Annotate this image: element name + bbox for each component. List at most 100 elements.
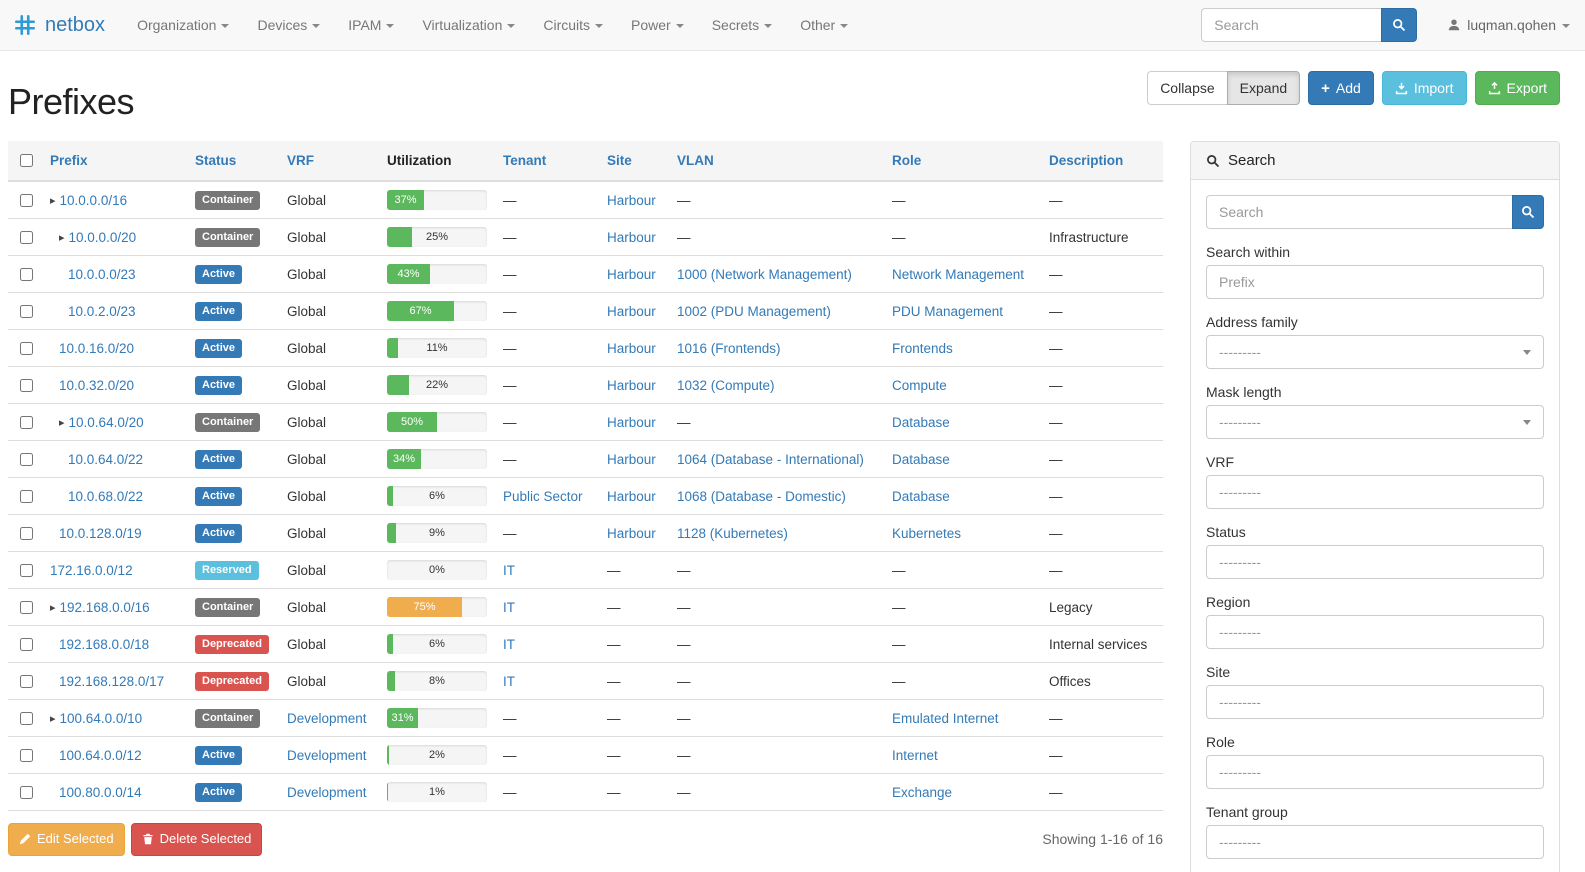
site-link[interactable]: Harbour <box>607 525 656 541</box>
column-header-prefix[interactable]: Prefix <box>42 141 187 182</box>
row-select-checkbox[interactable] <box>20 267 33 281</box>
column-header-description[interactable]: Description <box>1041 141 1163 182</box>
nav-menu-organization[interactable]: Organization <box>123 2 243 48</box>
address-family-select[interactable]: --------- <box>1206 335 1544 369</box>
row-select-checkbox[interactable] <box>20 600 33 614</box>
global-search-input[interactable] <box>1201 8 1382 42</box>
user-menu[interactable]: luqman.qohen <box>1447 17 1570 33</box>
vlan-link[interactable]: 1016 (Frontends) <box>677 340 781 356</box>
role-link[interactable]: Database <box>892 488 950 504</box>
vlan-link[interactable]: 1068 (Database - Domestic) <box>677 488 846 504</box>
export-button[interactable]: Export <box>1474 71 1560 106</box>
expand-toggle-icon[interactable]: ▸ <box>59 417 65 429</box>
row-select-checkbox[interactable] <box>20 785 33 799</box>
row-select-checkbox[interactable] <box>20 304 33 318</box>
vrf-link[interactable]: Development <box>287 710 367 726</box>
vlan-link[interactable]: 1128 (Kubernetes) <box>677 525 788 541</box>
tenant-link[interactable]: Public Sector <box>503 488 583 504</box>
tenant-link[interactable]: IT <box>503 599 515 615</box>
tenant-link[interactable]: IT <box>503 562 515 578</box>
prefix-link[interactable]: 10.0.128.0/19 <box>59 525 142 541</box>
prefix-link[interactable]: 10.0.16.0/20 <box>59 340 135 356</box>
nav-menu-other[interactable]: Other <box>786 2 862 48</box>
row-select-checkbox[interactable] <box>20 563 33 577</box>
vlan-link[interactable]: 1032 (Compute) <box>677 377 775 393</box>
expand-toggle-icon[interactable]: ▸ <box>59 232 65 244</box>
nav-menu-power[interactable]: Power <box>617 2 698 48</box>
site-input[interactable] <box>1206 685 1544 719</box>
role-link[interactable]: Kubernetes <box>892 525 962 541</box>
site-link[interactable]: Harbour <box>607 303 656 319</box>
prefix-link[interactable]: 192.168.128.0/17 <box>59 673 165 689</box>
prefix-link[interactable]: 100.64.0.0/10 <box>59 711 143 726</box>
prefix-link[interactable]: 10.0.0.0/23 <box>68 266 136 282</box>
role-link[interactable]: Exchange <box>892 784 953 800</box>
nav-menu-virtualization[interactable]: Virtualization <box>408 2 529 48</box>
column-header-tenant[interactable]: Tenant <box>495 141 599 182</box>
site-link[interactable]: Harbour <box>607 377 656 393</box>
expand-toggle-icon[interactable]: ▸ <box>50 713 56 725</box>
column-header-site[interactable]: Site <box>599 141 669 182</box>
mask-length-select[interactable]: --------- <box>1206 405 1544 439</box>
role-link[interactable]: PDU Management <box>892 303 1004 319</box>
status-input[interactable] <box>1206 545 1544 579</box>
row-select-checkbox[interactable] <box>20 674 33 688</box>
filter-search-button[interactable] <box>1511 195 1544 229</box>
role-link[interactable]: Emulated Internet <box>892 710 999 726</box>
role-link[interactable]: Database <box>892 414 950 430</box>
row-select-checkbox[interactable] <box>20 230 33 244</box>
expand-toggle-icon[interactable]: ▸ <box>50 195 56 207</box>
column-header-role[interactable]: Role <box>884 141 1041 182</box>
site-link[interactable]: Harbour <box>607 192 656 208</box>
prefix-link[interactable]: 10.0.2.0/23 <box>68 303 136 319</box>
import-button[interactable]: Import <box>1381 71 1467 106</box>
row-select-checkbox[interactable] <box>20 452 33 466</box>
role-link[interactable]: Database <box>892 451 950 467</box>
nav-menu-devices[interactable]: Devices <box>243 2 334 48</box>
site-link[interactable]: Harbour <box>607 229 656 245</box>
nav-menu-circuits[interactable]: Circuits <box>529 2 617 48</box>
row-select-checkbox[interactable] <box>20 526 33 540</box>
prefix-link[interactable]: 10.0.0.0/20 <box>68 230 137 245</box>
row-select-checkbox[interactable] <box>20 748 33 762</box>
global-search-button[interactable] <box>1381 8 1418 42</box>
region-input[interactable] <box>1206 615 1544 649</box>
prefix-link[interactable]: 10.0.32.0/20 <box>59 377 135 393</box>
row-select-checkbox[interactable] <box>20 193 33 207</box>
vlan-link[interactable]: 1002 (PDU Management) <box>677 303 831 319</box>
add-button[interactable]: + Add <box>1308 71 1374 106</box>
edit-selected-button[interactable]: Edit Selected <box>8 823 125 856</box>
select-all-checkbox[interactable] <box>20 154 33 167</box>
prefix-link[interactable]: 192.168.0.0/18 <box>59 636 150 652</box>
site-link[interactable]: Harbour <box>607 266 656 282</box>
prefix-link[interactable]: 10.0.68.0/22 <box>68 488 144 504</box>
site-link[interactable]: Harbour <box>607 451 656 467</box>
row-select-checkbox[interactable] <box>20 378 33 392</box>
vrf-input[interactable] <box>1206 475 1544 509</box>
role-link[interactable]: Internet <box>892 747 938 763</box>
prefix-link[interactable]: 10.0.64.0/20 <box>68 415 144 430</box>
tenant-link[interactable]: IT <box>503 636 515 652</box>
nav-menu-secrets[interactable]: Secrets <box>698 2 786 48</box>
vrf-link[interactable]: Development <box>287 747 367 763</box>
prefix-link[interactable]: 100.64.0.0/12 <box>59 747 142 763</box>
prefix-link[interactable]: 10.0.0.0/16 <box>59 193 128 208</box>
prefix-link[interactable]: 10.0.64.0/22 <box>68 451 144 467</box>
vlan-link[interactable]: 1064 (Database - International) <box>677 451 864 467</box>
column-header-vlan[interactable]: VLAN <box>669 141 884 182</box>
delete-selected-button[interactable]: Delete Selected <box>130 823 263 856</box>
row-select-checkbox[interactable] <box>20 415 33 429</box>
prefix-link[interactable]: 172.16.0.0/12 <box>50 562 133 578</box>
row-select-checkbox[interactable] <box>20 341 33 355</box>
netbox-brand[interactable]: netbox <box>12 12 105 38</box>
role-input[interactable] <box>1206 755 1544 789</box>
nav-menu-ipam[interactable]: IPAM <box>334 2 408 48</box>
role-link[interactable]: Compute <box>892 377 947 393</box>
expand-button[interactable]: Expand <box>1226 71 1301 106</box>
column-header-status[interactable]: Status <box>187 141 279 182</box>
role-link[interactable]: Network Management <box>892 266 1025 282</box>
site-link[interactable]: Harbour <box>607 414 656 430</box>
role-link[interactable]: Frontends <box>892 340 953 356</box>
row-select-checkbox[interactable] <box>20 711 33 725</box>
tenant-group-input[interactable] <box>1206 825 1544 859</box>
